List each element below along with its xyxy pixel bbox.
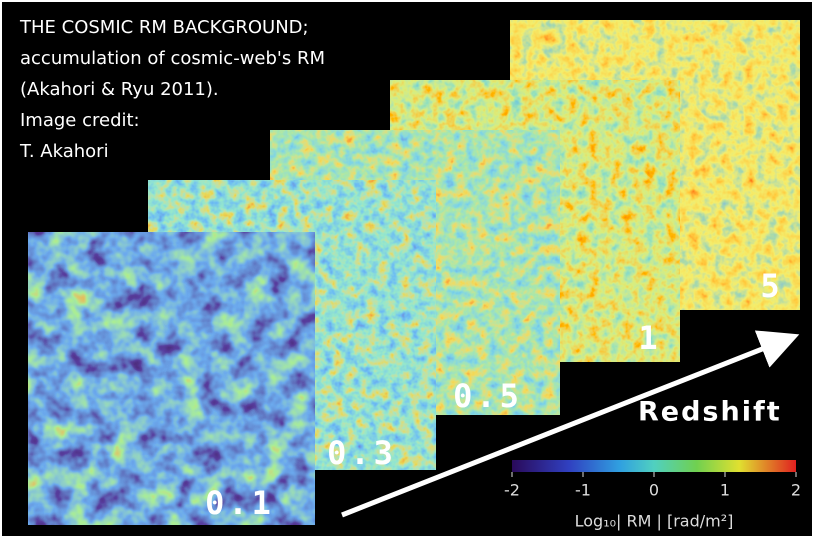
figure: 5 1 0.5 0.3 0.1 THE COSMIC RM BACKGROUND; ac… [0, 0, 814, 538]
map-panel [28, 232, 315, 525]
caption: Image credit: [20, 110, 140, 131]
redshift-label: 0.1 [205, 484, 275, 522]
colorbar [512, 460, 796, 472]
caption: (Akahori & Ryu 2011). [20, 79, 219, 100]
caption: T. Akahori [19, 141, 109, 162]
tick-label: 1 [720, 481, 730, 500]
tick-label: 0 [649, 481, 659, 500]
axis-label: Redshift [638, 397, 782, 428]
tick-label: -1 [575, 481, 591, 500]
redshift-label: 1 [638, 319, 661, 357]
tick-label: -2 [504, 481, 520, 500]
caption: accumulation of cosmic-web's RM [20, 48, 325, 69]
caption: THE COSMIC RM BACKGROUND; [19, 17, 309, 38]
redshift-label: 0.3 [327, 434, 397, 472]
redshift-label: 5 [760, 267, 783, 305]
tick-label: 2 [791, 481, 801, 500]
redshift-label: 0.5 [453, 377, 523, 415]
colorbar-label: Log₁₀| RM | [rad/m²] [575, 512, 734, 531]
